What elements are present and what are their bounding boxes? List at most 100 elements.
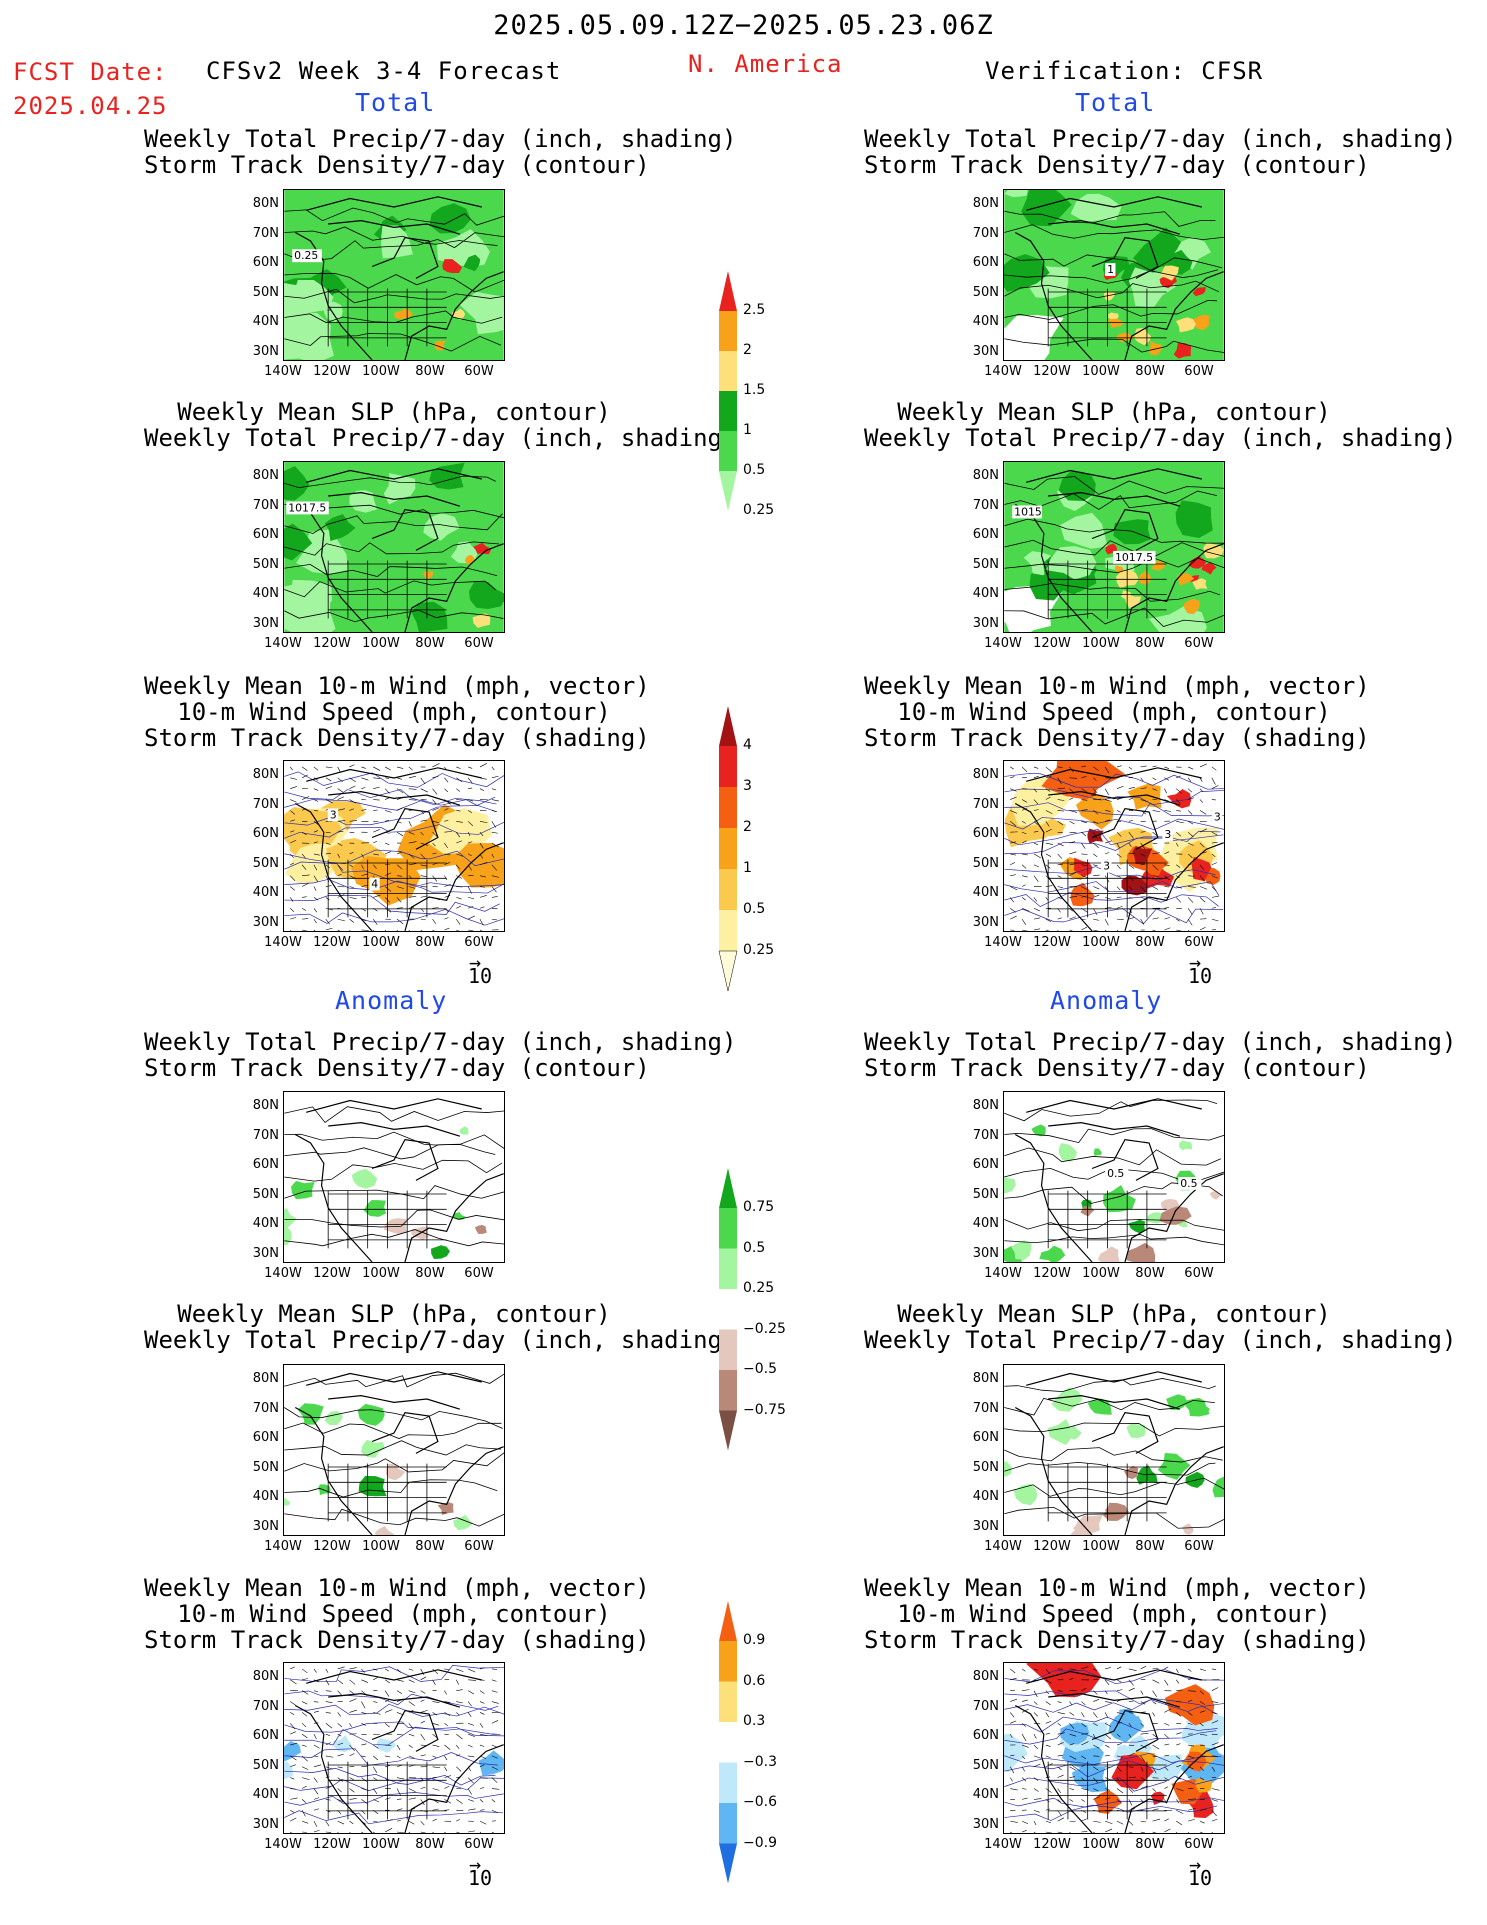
lat-tick-label: 60N <box>972 1430 999 1445</box>
lat-tick-label: 70N <box>972 225 999 241</box>
colorbar-tick-label: 0.25 <box>743 502 775 518</box>
shading-blob <box>363 1200 387 1217</box>
contour-line <box>284 1229 504 1247</box>
contour-line <box>1004 607 1224 628</box>
contour-line <box>1004 834 1224 855</box>
map-canvas: 1 <box>1004 190 1224 360</box>
panel-title-fc-3-0: Weekly Total Precip/7-day (inch, shading… <box>144 1028 737 1056</box>
contour-line <box>1004 1477 1224 1497</box>
shading-blob <box>385 1463 406 1481</box>
lon-tick-label: 80W <box>415 935 445 950</box>
lat-tick-label: 50N <box>972 855 999 871</box>
panel-title-fc-0-0: Weekly Total Precip/7-day (inch, shading… <box>144 125 737 153</box>
contour-line <box>1004 518 1224 544</box>
lon-tick-label: 80W <box>1135 1837 1165 1852</box>
vector-reference-label: 10 <box>1188 964 1213 988</box>
colorbar-tick-label: 1.5 <box>743 382 766 398</box>
contour-line <box>284 895 500 915</box>
contour-label: 3 <box>1164 828 1171 841</box>
colorbar-tick-label: 2.5 <box>743 302 766 318</box>
lat-tick-label: 30N <box>972 343 999 359</box>
shading-blob <box>1108 312 1119 320</box>
lat-tick-label: 30N <box>252 343 279 359</box>
lat-tick-label: 50N <box>252 1459 279 1475</box>
contour-label: 3 <box>1214 810 1221 823</box>
shading-blob <box>1193 314 1210 331</box>
shading-blob <box>1166 789 1192 809</box>
contour-line <box>284 1372 504 1388</box>
contour-line <box>284 1159 503 1182</box>
colorbar-tick-label: 0.75 <box>743 1199 775 1215</box>
panel-title-vr-2-0: Weekly Mean 10-m Wind (mph, vector) <box>864 672 1370 700</box>
vector-reference-arrow: → <box>469 950 482 974</box>
colorbar-swatch <box>719 1601 737 1641</box>
lon-tick-label: 120W <box>313 364 351 379</box>
map-canvas <box>284 1663 504 1833</box>
lon-tick-label: 140W <box>984 935 1022 950</box>
colorbar-swatch <box>719 391 737 431</box>
coastline <box>294 196 504 360</box>
shading-blob <box>431 1245 450 1260</box>
shading-blob <box>1209 1191 1223 1200</box>
shading-blob <box>1070 1521 1093 1535</box>
panel-title-vr-4-0: Weekly Mean SLP (hPa, contour) <box>897 1300 1331 1328</box>
shading-blob <box>1150 560 1166 571</box>
shading-blob <box>361 1439 385 1458</box>
lat-tick-label: 50N <box>972 1186 999 1202</box>
contour-line <box>1004 1775 1224 1792</box>
shading-blob <box>1011 1240 1032 1260</box>
contour-line <box>1004 1804 1218 1821</box>
shading-blob <box>473 542 492 555</box>
lon-tick-label: 120W <box>1033 636 1071 651</box>
lon-tick-label: 100W <box>362 935 400 950</box>
shading-blob <box>1004 314 1064 360</box>
contour-line <box>284 1690 499 1711</box>
lat-tick-label: 80N <box>252 1098 279 1113</box>
colorbar-tick-label: 4 <box>743 737 752 753</box>
wind-vectors <box>1009 1665 1220 1833</box>
lat-tick-label: 60N <box>972 826 999 841</box>
lat-tick-label: 40N <box>252 314 279 329</box>
contour-line <box>1004 1219 1224 1232</box>
contour-line <box>1004 476 1224 495</box>
contour-line <box>284 878 504 894</box>
shading-blob <box>1127 783 1162 810</box>
panel-title-fc-5-0: Weekly Mean 10-m Wind (mph, vector) <box>144 1574 650 1602</box>
contour-line <box>284 580 496 598</box>
lon-tick-label: 120W <box>313 1539 351 1554</box>
lat-tick-label: 60N <box>252 1728 279 1743</box>
contour-line <box>1004 1099 1218 1122</box>
shading-blob <box>1203 542 1224 559</box>
shading-blob <box>474 1225 487 1234</box>
contour-line <box>1004 583 1221 602</box>
shading-blob <box>1212 1476 1224 1498</box>
shading-blob <box>381 225 413 259</box>
model-title: CFSv2 Week 3-4 Forecast <box>206 57 562 85</box>
panel-title-fc-1-0: Weekly Mean SLP (hPa, contour) <box>177 398 611 426</box>
shading-blob <box>1132 845 1153 865</box>
lon-tick-label: 120W <box>1033 364 1071 379</box>
panel-title-vr-0-0: Weekly Total Precip/7-day (inch, shading… <box>864 125 1457 153</box>
contour-line <box>284 1703 504 1717</box>
contour-line <box>1004 892 1219 907</box>
section-anomaly-right: Anomaly <box>1050 986 1163 1015</box>
shading-blob <box>1113 519 1151 545</box>
lon-tick-label: 140W <box>984 1539 1022 1554</box>
panel-title-vr-5-1: 10-m Wind Speed (mph, contour) <box>897 1600 1331 1628</box>
contour-line <box>284 1665 504 1682</box>
colorbar-tick-label: −0.75 <box>743 1401 786 1418</box>
shading-blob <box>1047 1419 1080 1446</box>
colorbar-swatch <box>719 869 737 910</box>
shading-blob <box>437 1502 454 1516</box>
lon-tick-label: 100W <box>362 1837 400 1852</box>
coastline <box>294 767 504 931</box>
lat-tick-label: 60N <box>972 1157 999 1172</box>
shading-blob <box>442 259 463 273</box>
lat-tick-label: 40N <box>252 885 279 900</box>
map-panel-vr-5 <box>1003 1662 1225 1834</box>
colorbar-precip_total <box>719 271 737 511</box>
lat-tick-label: 60N <box>972 527 999 542</box>
colorbar-swatch <box>719 311 737 351</box>
lat-tick-label: 70N <box>252 225 279 241</box>
panel-title-fc-5-1: 10-m Wind Speed (mph, contour) <box>177 1600 611 1628</box>
